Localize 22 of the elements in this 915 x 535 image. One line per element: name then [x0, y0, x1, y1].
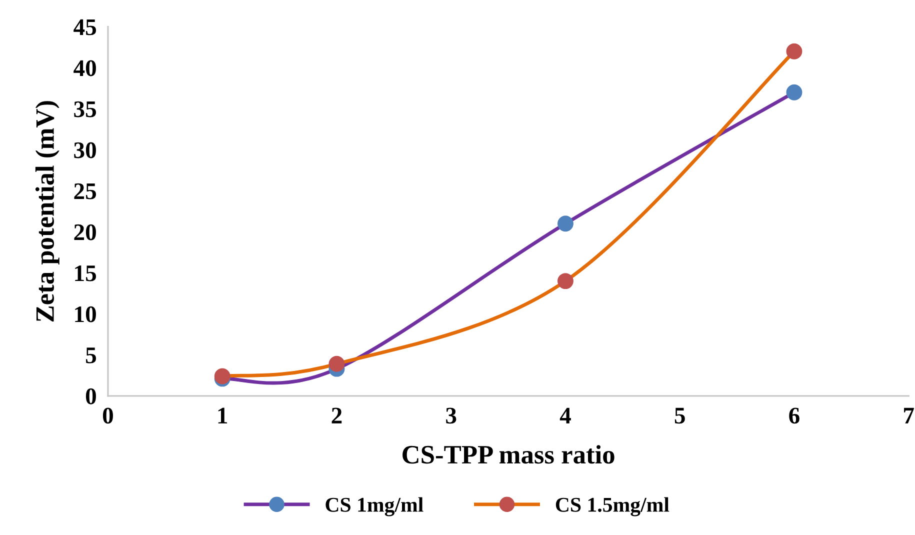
y-tick-label: 30	[74, 142, 96, 158]
y-tick-label: 15	[75, 265, 96, 282]
y-axis-title: Zeta potential (mV)	[35, 101, 60, 322]
x-tick-label: 6	[789, 408, 800, 424]
y-tick-label: 0	[86, 388, 96, 404]
x-tick-label: 4	[560, 408, 571, 424]
x-tick-label: 3	[446, 408, 456, 424]
y-tick-label: 10	[75, 306, 96, 322]
y-tick-label: 45	[74, 19, 96, 36]
x-tick-label: 1	[218, 408, 228, 424]
y-tick-label: 20	[74, 224, 96, 240]
x-tick-label: 5	[674, 408, 685, 424]
y-tick-label: 25	[74, 183, 96, 200]
x-tick-label: 7	[904, 408, 914, 424]
legend-label: CS 1mg/ml	[326, 497, 424, 516]
y-tick-label: 35	[74, 101, 96, 118]
x-tick-label: 2	[332, 408, 342, 424]
y-tick-label: 40	[74, 60, 96, 76]
legend-label: CS 1.5mg/ml	[556, 497, 670, 516]
y-tick-label: 5	[86, 348, 96, 364]
x-axis-title: CS-TPP mass ratio	[402, 445, 614, 464]
x-tick-label: 0	[102, 408, 113, 424]
